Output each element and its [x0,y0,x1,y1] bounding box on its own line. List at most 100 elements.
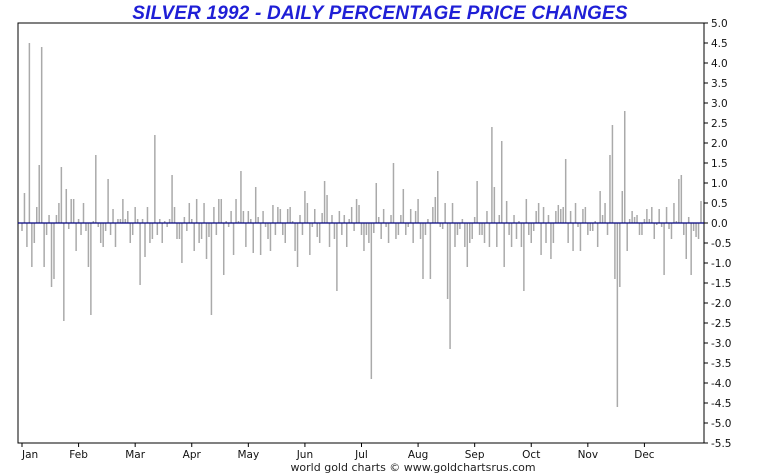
x-tick-label: Feb [69,449,88,461]
data-bar [65,189,68,223]
data-bar [368,223,370,243]
data-bar [665,207,668,223]
data-bar [205,223,208,259]
data-bar [314,209,316,223]
data-bar [535,211,537,223]
data-bar [643,219,646,223]
data-bar [63,223,65,321]
data-bar [272,205,274,223]
data-bar [439,223,441,227]
data-bar [641,223,643,235]
data-bar [208,223,210,237]
data-bar [259,223,262,255]
data-bar [604,203,606,223]
data-bar [213,207,215,223]
data-bar [262,211,264,223]
x-tick-label: Sep [465,449,485,461]
data-bar [697,223,700,239]
data-bar [360,223,363,235]
data-bar [422,223,424,279]
data-bar [117,219,119,223]
data-bar [464,223,466,247]
data-bar [225,221,227,223]
data-bar [503,223,505,267]
y-tick-label: 2.0 [711,138,728,150]
data-bar [432,207,434,223]
data-bar [188,203,191,223]
data-bar [601,215,604,223]
data-bar [385,223,387,227]
data-bar [45,223,48,235]
data-bar [405,223,407,235]
data-bar [90,223,92,315]
data-bar [633,217,636,223]
data-bar [264,223,267,227]
data-bar [304,191,306,223]
data-bar [311,223,314,227]
data-bar [321,213,323,223]
data-bar [131,223,134,235]
data-bar [653,223,656,239]
data-bar [476,181,478,223]
data-bar [493,187,496,223]
data-bar [198,223,200,243]
data-bar [589,223,592,231]
data-bar [564,159,567,223]
data-bar [582,209,584,223]
x-tick-label: May [237,449,259,461]
data-bar [328,223,331,247]
data-bar [363,223,365,251]
x-tick-label: Dec [634,449,655,461]
data-bar [215,223,218,235]
data-bar [257,217,259,223]
data-bar [191,219,193,223]
data-bar [373,223,375,233]
data-bar [555,211,557,223]
y-tick-label: -1.5 [711,278,732,290]
data-bar [286,209,289,223]
data-bar [547,215,550,223]
data-bar [660,223,663,227]
data-bar [77,219,80,223]
data-bar [496,223,498,247]
data-bar [124,219,127,223]
data-bar [301,223,304,235]
y-tick-label: -5.5 [711,438,732,450]
data-bar [200,223,203,239]
data-bar [486,211,488,223]
data-bar [427,219,429,223]
data-bar [648,219,651,223]
data-bar [663,223,665,275]
data-bar [695,223,697,237]
y-tick-label: -0.5 [711,238,732,250]
data-bar [628,219,631,223]
data-bar [616,223,619,407]
data-bar [545,223,547,243]
data-bar [569,211,572,223]
data-bar [36,207,38,223]
data-bar [114,223,117,247]
data-bar [407,223,409,227]
data-bar [488,223,491,247]
data-bar [414,211,417,223]
data-bar [247,211,250,223]
y-tick-label: -2.0 [711,298,732,310]
data-bar [80,223,82,235]
data-bar [289,207,291,223]
y-tick-label: 3.0 [711,98,728,110]
x-tick-label: Jul [354,449,368,461]
y-tick-label: -4.0 [711,378,732,390]
data-bar [107,179,109,223]
data-bar [668,223,670,229]
data-bar [449,223,451,349]
data-bar [296,223,299,267]
data-bar [72,199,75,223]
data-bar [282,223,284,235]
data-bar [471,223,473,239]
y-tick-label: 4.0 [711,58,728,70]
y-tick-label: -1.0 [711,258,732,270]
data-bar [40,47,43,223]
data-bar [537,203,540,223]
data-bar [134,207,136,223]
data-bar [171,175,173,223]
